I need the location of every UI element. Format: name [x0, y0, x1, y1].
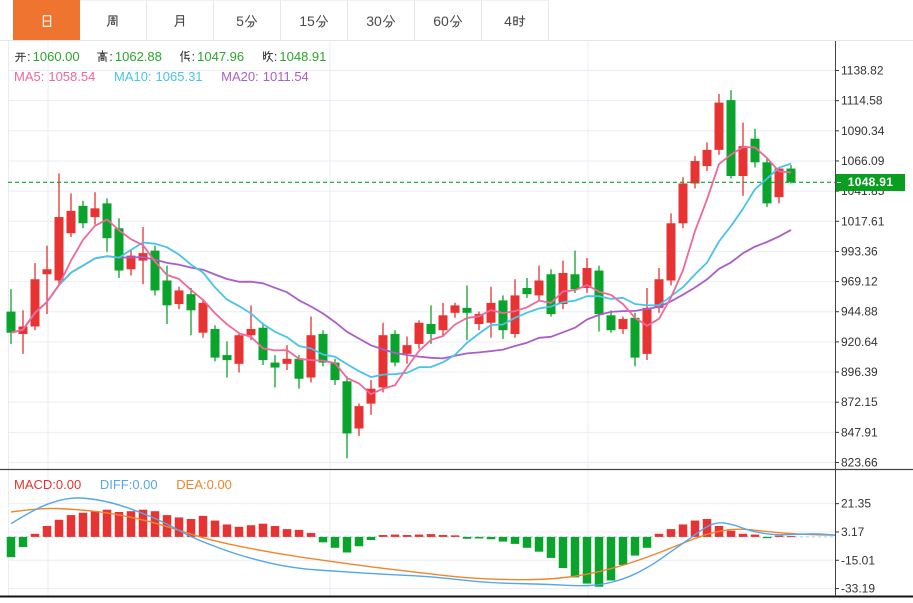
- diff-value: 0.00: [132, 477, 158, 492]
- ma20-pair: MA20: 1011.54: [221, 69, 309, 84]
- y-axis-labels: 1138.821114.581090.341066.091041.851017.…: [835, 64, 885, 596]
- svg-text:1114.58: 1114.58: [841, 94, 883, 108]
- current-price-badge: 1048.91: [836, 174, 905, 191]
- close-pair: :1048.91: [261, 49, 327, 64]
- svg-text:-33.19: -33.19: [841, 582, 875, 596]
- macd-pair: MACD:0.00: [14, 477, 81, 492]
- ma5-line: [10, 146, 792, 396]
- low-pair: :1047.96: [179, 49, 245, 64]
- tab-5min[interactable]: 5: [214, 0, 281, 40]
- open-value: 1060.00: [32, 49, 80, 64]
- close-value: 1048.91: [279, 49, 327, 64]
- candlesticks: [6, 90, 796, 459]
- tab-week[interactable]: [80, 0, 147, 40]
- svg-text:-15.01: -15.01: [841, 553, 875, 567]
- cjk-glyph: [449, 14, 462, 28]
- dea-pair: DEA:0.00: [176, 477, 232, 492]
- high-value: 1062.88: [114, 49, 162, 64]
- ma10-pair: MA10: 1065.31: [114, 69, 203, 84]
- dea-value: 0.00: [206, 477, 232, 492]
- cjk-glyph: [174, 14, 185, 27]
- svg-text:944.88: 944.88: [841, 305, 878, 319]
- high-pair: :1062.88: [96, 49, 162, 64]
- svg-text:3.17: 3.17: [841, 525, 865, 539]
- svg-text:920.64: 920.64: [841, 335, 878, 349]
- svg-text:872.15: 872.15: [841, 395, 878, 409]
- diff-label: DIFF:: [99, 477, 133, 492]
- cjk-glyph: [315, 14, 328, 28]
- axes: [0, 40, 913, 598]
- svg-text:896.39: 896.39: [841, 365, 878, 379]
- ohlc-header: :1060.00 :1062.88 :1047.96 :1048.91: [14, 49, 339, 64]
- svg-text:993.36: 993.36: [841, 244, 878, 258]
- period-tabs: 5 15 30 60 4: [13, 0, 549, 40]
- ma20-line: [10, 229, 792, 360]
- cjk-glyph: [262, 50, 273, 62]
- svg-text:1138.82: 1138.82: [841, 64, 884, 78]
- dea-label: DEA:: [176, 477, 207, 492]
- tab-15min[interactable]: 15: [281, 0, 348, 40]
- tab-60min[interactable]: 60: [415, 0, 482, 40]
- svg-text:21.35: 21.35: [841, 497, 871, 511]
- tab-month[interactable]: [147, 0, 214, 40]
- ma5-pair: MA5: 1058.54: [14, 69, 95, 84]
- svg-text:969.12: 969.12: [841, 275, 878, 289]
- close-label: :: [261, 49, 277, 64]
- cjk-glyph: [14, 52, 27, 62]
- macd-header: MACD:0.00 DIFF:0.00 DEA:0.00: [14, 477, 247, 492]
- macd-label: MACD:: [14, 477, 56, 492]
- cjk-glyph: [42, 14, 51, 27]
- tab-30min[interactable]: 30: [348, 0, 415, 40]
- ma-header: MA5: 1058.54 MA10: 1065.31 MA20: 1011.54: [14, 69, 324, 84]
- cjk-glyph: [382, 14, 395, 28]
- svg-text:1090.34: 1090.34: [841, 124, 885, 138]
- ma5-label: MA5:: [14, 69, 45, 84]
- cjk-glyph: [97, 49, 109, 62]
- ma20-label: MA20:: [221, 69, 259, 84]
- open-pair: :1060.00: [14, 49, 80, 64]
- diff-line: [10, 497, 836, 587]
- tab-4hour[interactable]: 4: [482, 0, 549, 40]
- tab-day[interactable]: [13, 0, 80, 40]
- ma5-value: 1058.54: [48, 69, 96, 84]
- cjk-glyph: [244, 14, 257, 28]
- cjk-glyph: [106, 14, 118, 27]
- diff-pair: DIFF:0.00: [100, 477, 158, 492]
- svg-text:847.91: 847.91: [841, 425, 878, 439]
- dea-line: [10, 507, 836, 581]
- macd-value: 0.00: [55, 477, 82, 492]
- low-value: 1047.96: [197, 49, 245, 64]
- ma10-value: 1065.31: [155, 69, 203, 84]
- cjk-glyph: [513, 14, 526, 27]
- low-label: :: [179, 49, 195, 64]
- ma20-value: 1011.54: [262, 69, 309, 84]
- svg-text:1066.09: 1066.09: [841, 154, 885, 168]
- open-label: :: [14, 49, 31, 64]
- period-tabbar: 5 15 30 60 4: [0, 0, 913, 41]
- svg-text:1017.61: 1017.61: [841, 214, 885, 228]
- high-label: :: [96, 49, 113, 64]
- ma10-label: MA10:: [113, 69, 152, 84]
- cjk-glyph: [179, 50, 190, 62]
- svg-text:823.66: 823.66: [841, 455, 878, 469]
